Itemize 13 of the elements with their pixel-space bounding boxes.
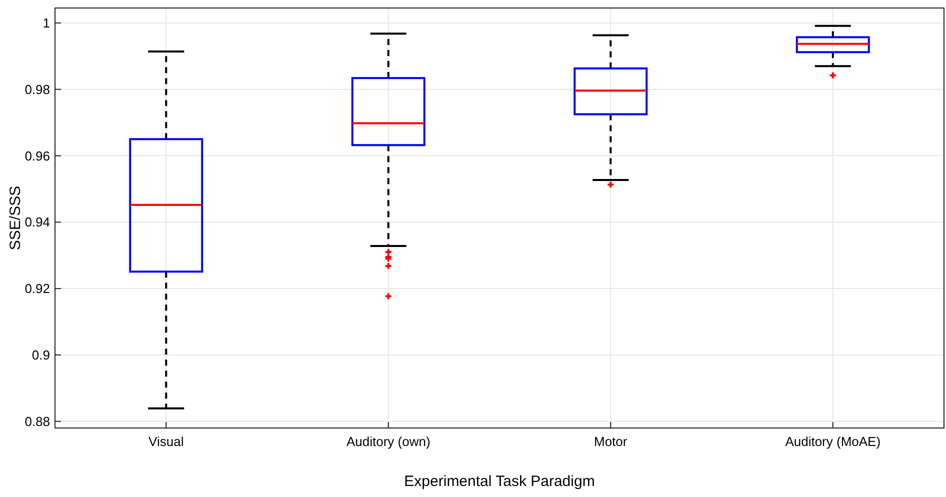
y-tick-label: 0.9: [32, 348, 50, 363]
x-tick-label: Visual: [148, 434, 184, 449]
y-tick-label: 0.92: [24, 281, 50, 296]
y-axis-title: SSE/SSS: [7, 186, 24, 250]
x-tick-label: Motor: [594, 434, 628, 449]
x-tick-label: Auditory (own): [346, 434, 430, 449]
y-tick-label: 0.98: [24, 82, 50, 97]
x-axis-title: Experimental Task Paradigm: [404, 473, 595, 490]
y-tick-label: 0.96: [24, 148, 50, 164]
y-tick-label: 0.94: [24, 214, 50, 230]
x-tick-label: Auditory (MoAE): [785, 434, 881, 449]
y-tick-label: 1: [42, 15, 50, 30]
y-tick-label: 0.88: [24, 414, 50, 429]
